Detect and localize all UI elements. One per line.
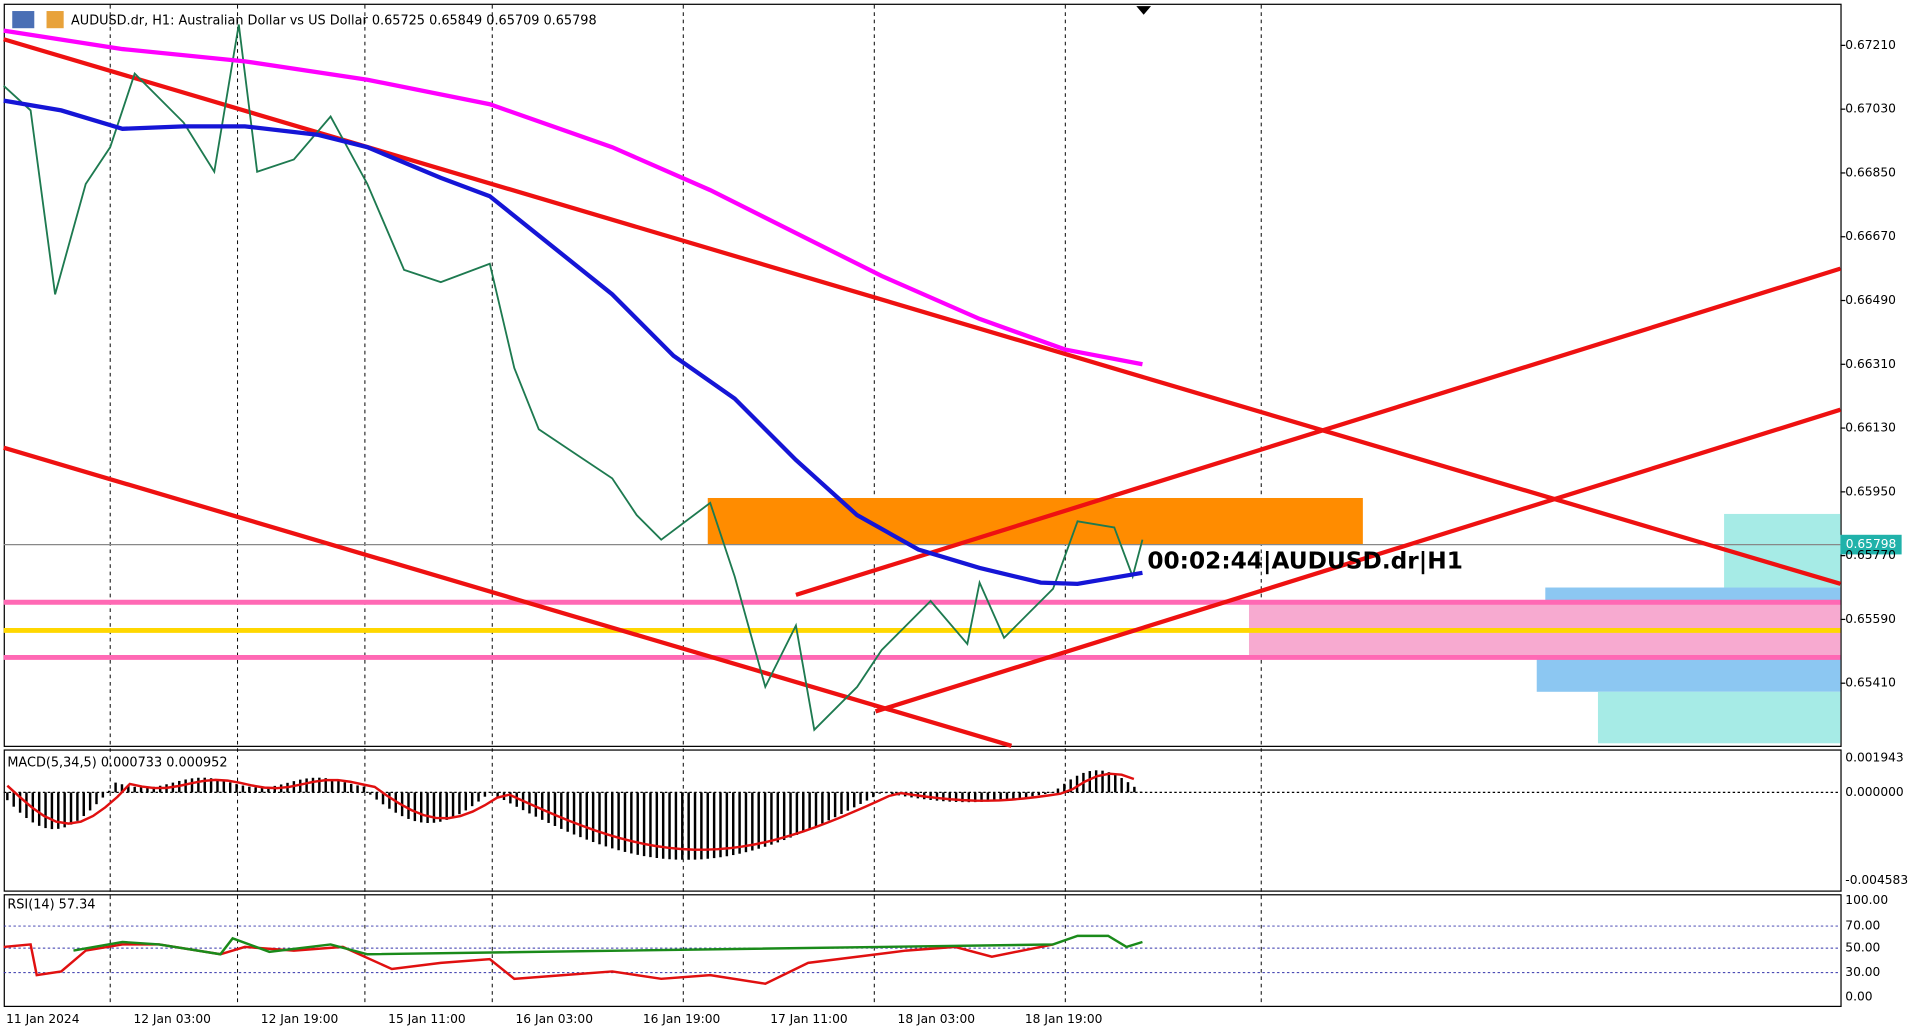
rsi-line <box>3 943 1054 985</box>
moving-average <box>3 28 1143 367</box>
price-label: 0.66670 <box>1845 229 1896 243</box>
menu-icon <box>12 11 35 29</box>
time-label: 16 Jan 19:00 <box>643 1012 720 1026</box>
macd-signal <box>6 772 1135 851</box>
rsi-axis-label: 50.00 <box>1845 941 1880 955</box>
price-label: 0.66850 <box>1845 165 1896 179</box>
price-label: 0.67210 <box>1845 38 1896 52</box>
rsi-axis-label: 0.00 <box>1845 990 1872 1004</box>
time-label: 18 Jan 19:00 <box>1025 1012 1102 1026</box>
price-label: 0.66130 <box>1845 421 1896 435</box>
time-label: 18 Jan 03:00 <box>898 1012 975 1026</box>
time-label: 16 Jan 03:00 <box>516 1012 593 1026</box>
price-label: 0.65950 <box>1845 484 1896 498</box>
price-tag <box>1840 534 1902 555</box>
time-label: 17 Jan 11:00 <box>770 1012 847 1026</box>
price-label: 0.65410 <box>1845 676 1896 690</box>
time-label: 15 Jan 11:00 <box>388 1012 465 1026</box>
rsi-label: RSI(14) 57.34 <box>7 898 95 913</box>
macd-histogram <box>6 770 1142 860</box>
price-label: 0.65590 <box>1845 612 1896 626</box>
marker <box>1136 6 1152 15</box>
time-label: 11 Jan 2024 <box>6 1012 80 1026</box>
moving-average <box>3 98 1143 587</box>
header-title: AUDUSD.dr, H1: Australian Dollar vs US D… <box>71 13 597 28</box>
macd-label: MACD(5,34,5) 0.000733 0.000952 <box>7 755 227 770</box>
price-label: 0.67030 <box>1845 102 1896 116</box>
macd-axis-label: 0.000000 <box>1845 785 1903 799</box>
rsi-line <box>73 934 1143 956</box>
time-label: 12 Jan 03:00 <box>133 1012 210 1026</box>
price-path <box>3 24 1144 732</box>
macd-axis-label: -0.004583 <box>1845 873 1908 887</box>
price-label: 0.65770 <box>1845 548 1896 562</box>
time-label: 12 Jan 19:00 <box>261 1012 338 1026</box>
rsi-axis-label: 100.00 <box>1845 893 1888 907</box>
price-label: 0.66490 <box>1845 293 1896 307</box>
macd-axis-label: 0.001943 <box>1845 751 1903 765</box>
price-tag-label: 0.65798 <box>1846 537 1897 551</box>
price-label: 0.66310 <box>1845 357 1896 371</box>
rsi-axis-label: 30.00 <box>1845 965 1880 979</box>
symbol-icon <box>46 11 64 29</box>
timer: 00:02:44|AUDUSD.dr|H1 <box>1147 547 1463 574</box>
rsi-axis-label: 70.00 <box>1845 919 1880 933</box>
trendlines <box>3 37 1842 748</box>
panels <box>3 3 1842 1008</box>
